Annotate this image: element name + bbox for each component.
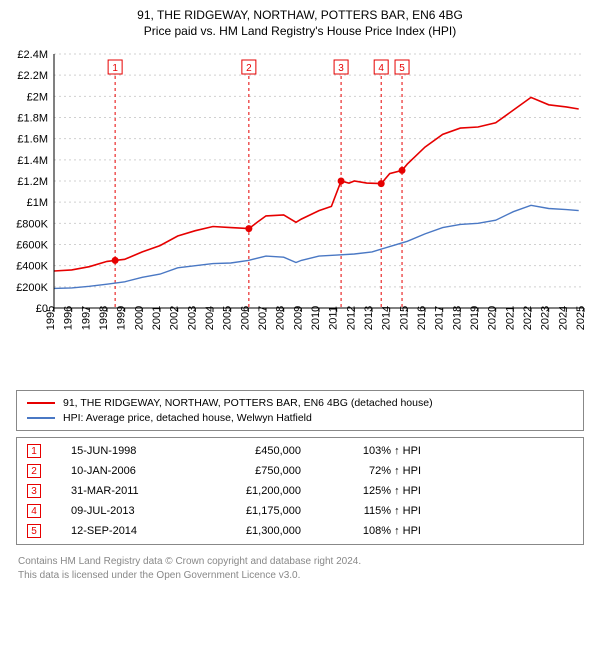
svg-text:2013: 2013 [363, 306, 375, 330]
transaction-hpi: 125% ↑ HPI [321, 485, 421, 497]
svg-text:2001: 2001 [151, 306, 163, 330]
svg-text:4: 4 [378, 63, 384, 74]
transaction-row: 5 12-SEP-2014 £1,300,000 108% ↑ HPI [27, 524, 573, 538]
svg-text:£1.2M: £1.2M [17, 176, 48, 188]
transaction-date: 31-MAR-2011 [71, 485, 181, 497]
transaction-marker: 3 [27, 484, 41, 498]
svg-text:1997: 1997 [80, 306, 92, 330]
transaction-price: £1,175,000 [201, 505, 301, 517]
legend-item: 91, THE RIDGEWAY, NORTHAW, POTTERS BAR, … [27, 397, 573, 409]
chart-svg: £0£200K£400K£600K£800K£1M£1.2M£1.4M£1.6M… [8, 46, 592, 386]
svg-text:1998: 1998 [98, 306, 110, 330]
legend-label: HPI: Average price, detached house, Welw… [63, 412, 312, 424]
svg-text:£1.6M: £1.6M [17, 134, 48, 146]
transaction-date: 12-SEP-2014 [71, 525, 181, 537]
svg-text:2: 2 [246, 63, 252, 74]
transaction-date: 09-JUL-2013 [71, 505, 181, 517]
svg-text:2024: 2024 [557, 306, 569, 330]
transaction-marker: 4 [27, 504, 41, 518]
svg-text:£1.4M: £1.4M [17, 155, 48, 167]
svg-text:1996: 1996 [63, 306, 75, 330]
svg-text:2003: 2003 [186, 306, 198, 330]
svg-text:£1.8M: £1.8M [17, 113, 48, 125]
legend-swatch [27, 402, 55, 404]
svg-text:2023: 2023 [540, 306, 552, 330]
transaction-hpi: 108% ↑ HPI [321, 525, 421, 537]
svg-text:5: 5 [399, 63, 405, 74]
svg-text:2021: 2021 [504, 306, 516, 330]
svg-text:2010: 2010 [310, 306, 322, 330]
svg-text:£600K: £600K [16, 240, 48, 252]
title-line2: Price paid vs. HM Land Registry's House … [8, 24, 592, 38]
svg-text:£400K: £400K [16, 261, 48, 273]
transaction-price: £1,200,000 [201, 485, 301, 497]
svg-text:2005: 2005 [222, 306, 234, 330]
svg-text:1: 1 [112, 63, 118, 74]
svg-text:£200K: £200K [16, 282, 48, 294]
svg-text:2008: 2008 [275, 306, 287, 330]
transaction-row: 4 09-JUL-2013 £1,175,000 115% ↑ HPI [27, 504, 573, 518]
transaction-hpi: 72% ↑ HPI [321, 465, 421, 477]
svg-text:2000: 2000 [133, 306, 145, 330]
transaction-date: 15-JUN-1998 [71, 445, 181, 457]
transaction-price: £1,300,000 [201, 525, 301, 537]
svg-text:3: 3 [338, 63, 344, 74]
svg-text:£2.4M: £2.4M [17, 49, 48, 61]
svg-text:£800K: £800K [16, 218, 48, 230]
legend-label: 91, THE RIDGEWAY, NORTHAW, POTTERS BAR, … [63, 397, 433, 409]
svg-text:2012: 2012 [345, 306, 357, 330]
legend-swatch [27, 417, 55, 419]
transaction-marker: 1 [27, 444, 41, 458]
price-chart: £0£200K£400K£600K£800K£1M£1.2M£1.4M£1.6M… [8, 46, 592, 386]
svg-text:2019: 2019 [469, 306, 481, 330]
transaction-row: 2 10-JAN-2006 £750,000 72% ↑ HPI [27, 464, 573, 478]
attribution-line1: Contains HM Land Registry data © Crown c… [18, 555, 582, 569]
transaction-price: £450,000 [201, 445, 301, 457]
svg-text:£1M: £1M [27, 197, 48, 209]
attribution: Contains HM Land Registry data © Crown c… [8, 551, 592, 583]
transaction-marker: 2 [27, 464, 41, 478]
svg-text:2011: 2011 [328, 306, 340, 330]
transactions-table: 1 15-JUN-1998 £450,000 103% ↑ HPI 2 10-JAN-20… [16, 437, 584, 545]
transaction-row: 3 31-MAR-2011 £1,200,000 125% ↑ HPI [27, 484, 573, 498]
transaction-price: £750,000 [201, 465, 301, 477]
svg-text:2022: 2022 [522, 306, 534, 330]
transaction-hpi: 103% ↑ HPI [321, 445, 421, 457]
svg-text:1999: 1999 [116, 306, 128, 330]
transaction-marker: 5 [27, 524, 41, 538]
transaction-row: 1 15-JUN-1998 £450,000 103% ↑ HPI [27, 444, 573, 458]
transaction-date: 10-JAN-2006 [71, 465, 181, 477]
svg-text:2002: 2002 [169, 306, 181, 330]
svg-text:2018: 2018 [451, 306, 463, 330]
svg-text:2007: 2007 [257, 306, 269, 330]
svg-text:1995: 1995 [45, 306, 57, 330]
svg-text:2004: 2004 [204, 306, 216, 330]
svg-text:£2.2M: £2.2M [17, 70, 48, 82]
transaction-hpi: 115% ↑ HPI [321, 505, 421, 517]
title-line1: 91, THE RIDGEWAY, NORTHAW, POTTERS BAR, … [8, 8, 592, 22]
svg-text:2025: 2025 [575, 306, 587, 330]
svg-text:2006: 2006 [239, 306, 251, 330]
legend-item: HPI: Average price, detached house, Welw… [27, 412, 573, 424]
legend: 91, THE RIDGEWAY, NORTHAW, POTTERS BAR, … [16, 390, 584, 431]
attribution-line2: This data is licensed under the Open Gov… [18, 569, 582, 583]
svg-text:2014: 2014 [381, 306, 393, 330]
svg-text:2020: 2020 [487, 306, 499, 330]
svg-text:2017: 2017 [434, 306, 446, 330]
svg-text:2015: 2015 [398, 306, 410, 330]
svg-text:2009: 2009 [292, 306, 304, 330]
svg-text:£2M: £2M [27, 91, 48, 103]
svg-text:2016: 2016 [416, 306, 428, 330]
chart-title: 91, THE RIDGEWAY, NORTHAW, POTTERS BAR, … [8, 8, 592, 38]
